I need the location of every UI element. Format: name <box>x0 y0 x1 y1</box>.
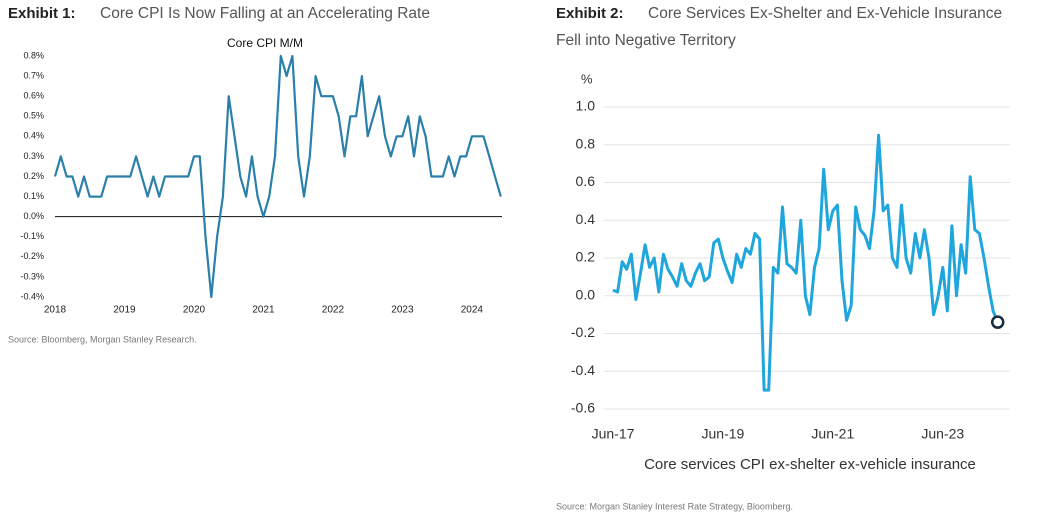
x-tick-label: 2020 <box>183 305 206 316</box>
x-tick-label: Jun-21 <box>811 426 854 442</box>
x-tick-label: 2018 <box>44 305 67 316</box>
y-tick-label: 0.2% <box>23 171 44 181</box>
y-tick-label: 0.8% <box>23 50 44 60</box>
y-tick-label: -0.2 <box>571 324 595 340</box>
x-tick-label: Jun-23 <box>921 426 964 442</box>
source: Source: Morgan Stanley Interest Rate Str… <box>556 501 793 511</box>
x-tick-label: 2023 <box>391 305 414 316</box>
y-tick-label: 0.2 <box>576 249 596 265</box>
x-tick-label: 2019 <box>113 305 136 316</box>
y-tick-label: -0.2% <box>20 251 44 261</box>
y-tick-label: -0.1% <box>20 231 44 241</box>
y-tick-label: 0.0 <box>576 286 596 302</box>
y-tick-label: 0.4 <box>576 211 596 227</box>
y-unit: % <box>581 71 593 86</box>
y-tick-label: -0.4% <box>20 291 44 301</box>
x-tick-label: 2021 <box>252 305 275 316</box>
y-tick-label: 0.6 <box>576 173 596 189</box>
y-tick-label: -0.6 <box>571 400 595 416</box>
y-tick-label: 0.1% <box>23 191 44 201</box>
legend-label: Core services CPI ex-shelter ex-vehicle … <box>644 456 976 473</box>
y-tick-label: 0.5% <box>23 111 44 121</box>
data-line <box>612 133 1000 392</box>
x-tick-label: 2022 <box>322 305 345 316</box>
x-tick-label: Jun-19 <box>702 426 745 442</box>
y-tick-label: 0.6% <box>23 91 44 101</box>
data-line <box>53 54 502 299</box>
y-tick-label: 0.4% <box>23 131 44 141</box>
x-tick-label: Jun-17 <box>592 426 635 442</box>
exhibit-label: Exhibit 2: <box>556 5 624 22</box>
x-tick-label: 2024 <box>461 305 484 316</box>
source: Source: Bloomberg, Morgan Stanley Resear… <box>8 334 197 344</box>
y-tick-label: 0.3% <box>23 151 44 161</box>
exhibit-title: Core Services Ex-Shelter and Ex-Vehicle … <box>648 5 1002 22</box>
y-tick-label: -0.4 <box>571 362 595 378</box>
exhibit-title: Fell into Negative Territory <box>556 32 736 49</box>
y-tick-label: 0.8 <box>576 135 596 151</box>
y-tick-label: -0.3% <box>20 271 44 281</box>
exhibit-title: Core CPI Is Now Falling at an Accelerati… <box>100 5 430 22</box>
chart-title: Core CPI M/M <box>227 36 303 50</box>
exhibit-label: Exhibit 1: <box>8 5 76 22</box>
y-tick-label: 0.7% <box>23 70 44 80</box>
y-tick-label: 1.0 <box>576 98 596 114</box>
y-tick-label: 0.0% <box>23 211 44 221</box>
last-point <box>990 315 1005 329</box>
